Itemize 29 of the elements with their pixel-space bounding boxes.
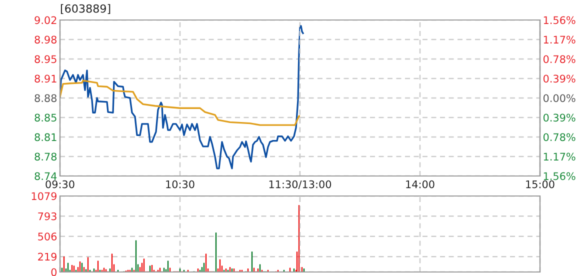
chart-title: [603889] bbox=[60, 4, 110, 14]
y-tick-label: 219 bbox=[38, 252, 56, 261]
text: 0.39% bbox=[543, 114, 576, 122]
text: 0.78% bbox=[543, 55, 576, 64]
y-tick-label: 793 bbox=[38, 212, 56, 220]
y-tick-label: 9.02 bbox=[34, 16, 56, 24]
y-tick-label: 1079 bbox=[32, 192, 56, 200]
x-tick-label: 09:30 bbox=[46, 180, 74, 188]
text: 1.56% bbox=[544, 16, 576, 24]
text: 1.17% bbox=[544, 152, 576, 161]
x-tick-label: 11:30/13:00 bbox=[269, 180, 332, 190]
x-tick-label: 14:00 bbox=[406, 180, 434, 188]
y-tick-label: 8.74 bbox=[34, 172, 57, 180]
text: 1.56% bbox=[544, 172, 576, 180]
x-tick-label: 15:00 bbox=[526, 180, 554, 188]
y-tick-label: 8.85 bbox=[34, 114, 56, 122]
text: 1.17% bbox=[544, 36, 576, 44]
y-tick-label: 0 bbox=[51, 268, 57, 276]
y-tick-label: 8.88 bbox=[34, 94, 57, 102]
y-tick-label: 8.91 bbox=[34, 74, 56, 83]
text: 0.39% bbox=[543, 74, 576, 83]
text: 0.78% bbox=[543, 133, 576, 142]
text: 0.00% bbox=[543, 94, 576, 102]
y-tick-label: 8.98 bbox=[34, 36, 57, 44]
y-tick-label: 506 bbox=[38, 232, 57, 240]
x-tick-label: 10:30 bbox=[166, 180, 194, 188]
y-tick-label: 8.78 bbox=[34, 152, 57, 161]
y-tick-label: 8.81 bbox=[34, 133, 56, 142]
y-tick-label: 8.95 bbox=[34, 55, 56, 64]
